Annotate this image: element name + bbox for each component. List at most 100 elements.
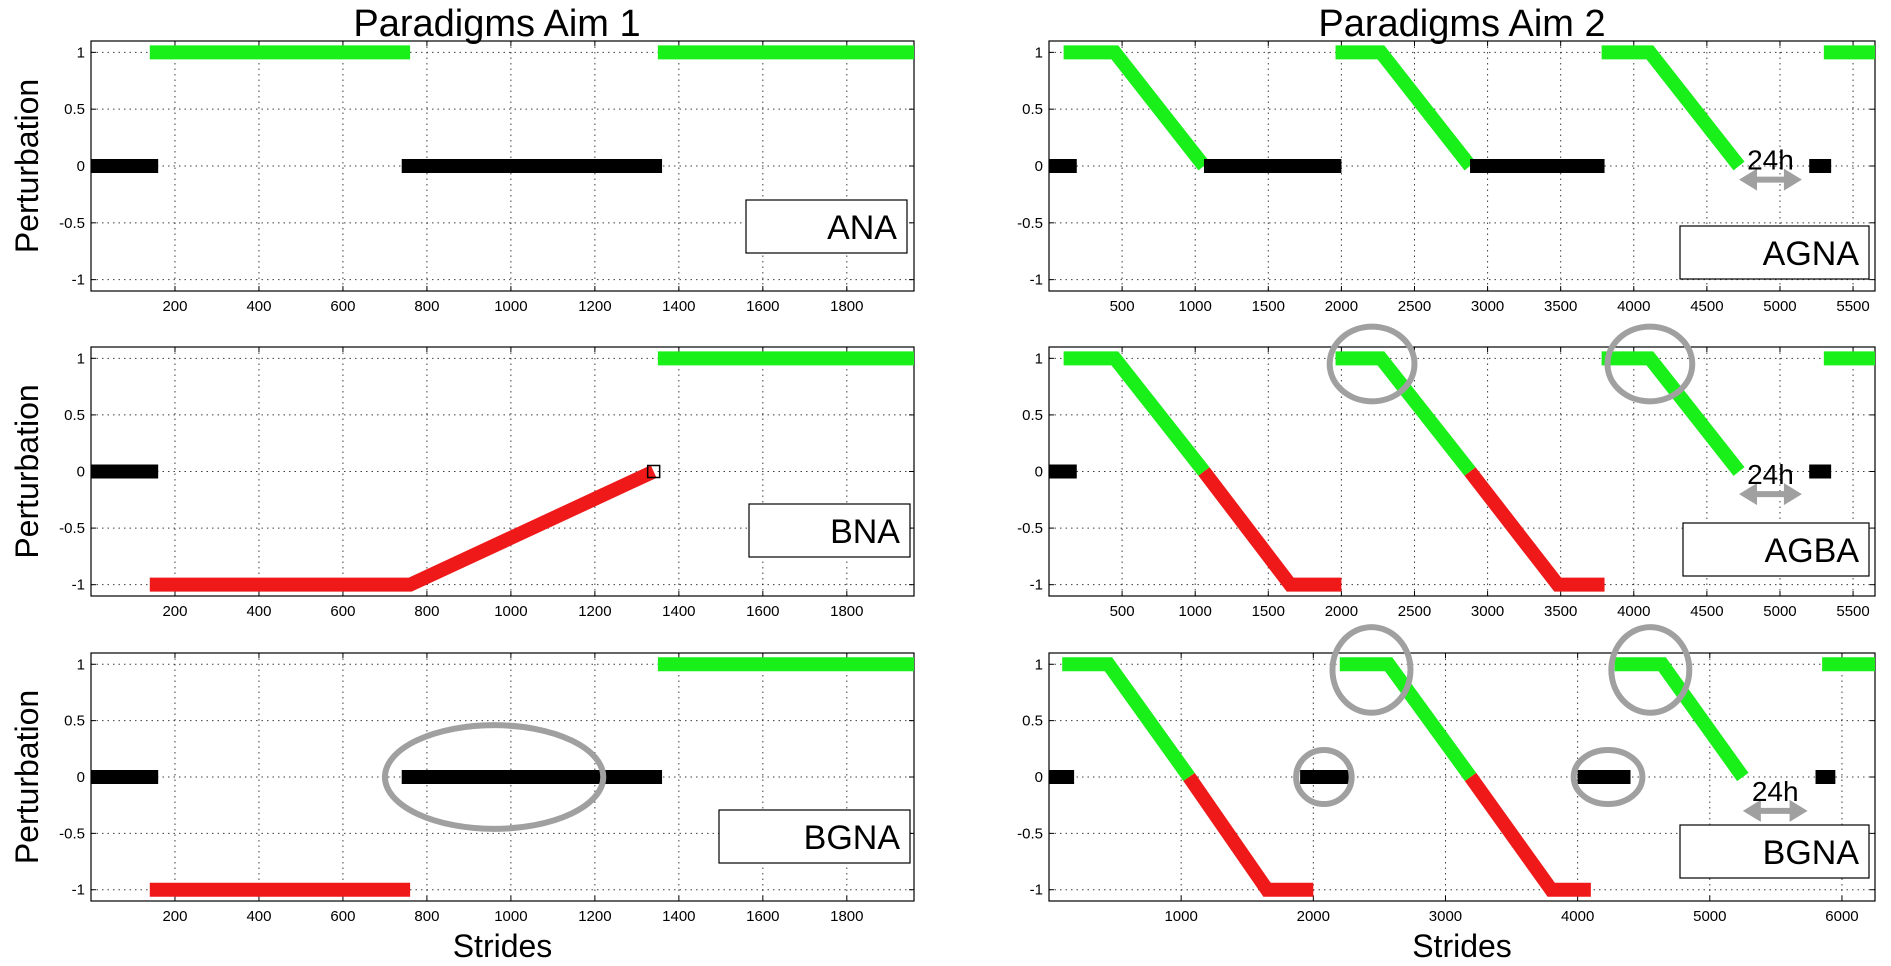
y-tick-label: -0.5: [1017, 825, 1043, 842]
x-tick-label: 800: [414, 908, 439, 925]
y-tick-label: 0.5: [64, 407, 85, 424]
y-tick-label: -1: [72, 272, 85, 289]
column-title-right: Paradigms Aim 2: [1318, 3, 1605, 45]
x-tick-label: 400: [246, 603, 271, 620]
x-tick-label: 600: [330, 298, 355, 315]
x-tick-label: 4000: [1617, 298, 1650, 315]
x-tick-label: 1000: [494, 298, 527, 315]
x-tick-label: 1000: [494, 908, 527, 925]
x-tick-label: 200: [162, 298, 187, 315]
chart-panel-4: 500 1000 1500 2000 2500 3000 3500 4000 4500 5000 5…: [1017, 323, 1876, 620]
x-tick-label: 3000: [1471, 298, 1504, 315]
y-tick-label: 1: [1035, 656, 1043, 673]
x-tick-label: 1200: [578, 908, 611, 925]
chart-panel-1: 200 400 600 800 1000 1200 1400 1600 1800 1 0.5 0 -0.…: [9, 40, 915, 315]
panels-group: 200 400 600 800 1000 1200 1400 1600 180010.50-0.…: [9, 40, 1876, 964]
highlight-ellipse: [1604, 323, 1696, 405]
arrow-head-right: [1783, 168, 1802, 191]
y-tick-label: 0.5: [64, 713, 85, 730]
x-tick-label: 2000: [1325, 298, 1358, 315]
y-tick-label: 0.5: [1022, 101, 1043, 118]
y-tick-label: 0.5: [1022, 713, 1043, 730]
y-tick-label: -1: [1030, 882, 1043, 899]
y-tick-label: -0.5: [59, 825, 85, 842]
y-tick-label: 0.5: [64, 101, 85, 118]
y-tick-label: 0: [1035, 769, 1043, 786]
y-tick-label: 1: [1035, 350, 1043, 367]
chart-panel-2: 500 1000 1500 2000 2500 3000 3500 4000 4500 5000 5…: [1017, 40, 1876, 315]
arrow-head-left: [1742, 799, 1761, 822]
x-tick-label: 200: [162, 908, 187, 925]
y-axis-label: Perturbation: [9, 384, 45, 558]
x-tick-label: 3000: [1471, 603, 1504, 620]
x-tick-label: 1000: [1179, 603, 1212, 620]
x-tick-label: 2000: [1325, 603, 1358, 620]
y-tick-label: 0: [77, 464, 85, 481]
legend-box: [1679, 225, 1870, 280]
y-tick-label: -0.5: [59, 520, 85, 537]
y-tick-label: -1: [72, 577, 85, 594]
x-tick-label: 2000: [1297, 908, 1330, 925]
y-tick-label: 0: [77, 769, 85, 786]
series-line-red: [1183, 773, 1314, 897]
series-line-green: [1063, 45, 1210, 171]
x-tick-label: 5500: [1836, 298, 1869, 315]
column-title-left: Paradigms Aim 1: [353, 3, 640, 45]
x-tick-label: 400: [246, 298, 271, 315]
x-tick-label: 500: [1110, 298, 1135, 315]
x-tick-label: 4000: [1561, 908, 1594, 925]
highlight-ellipse: [1329, 624, 1414, 716]
highlight-ellipse: [1293, 746, 1355, 808]
series-line-green: [1335, 45, 1476, 171]
series-line-green: [1601, 45, 1745, 171]
y-tick-label: -0.5: [1017, 520, 1043, 537]
x-axis-label: Strides: [453, 928, 553, 964]
arrow-head-left: [1739, 483, 1758, 506]
x-tick-label: 6000: [1825, 908, 1858, 925]
series-line-green: [1063, 351, 1210, 476]
legend-box: [745, 199, 908, 254]
x-tick-label: 2500: [1398, 603, 1431, 620]
duration-label: 24h: [1747, 145, 1794, 176]
x-tick-label: 400: [246, 908, 271, 925]
x-tick-label: 1200: [578, 298, 611, 315]
x-tick-label: 1800: [830, 298, 863, 315]
x-tick-label: 1500: [1252, 603, 1285, 620]
x-tick-label: 5000: [1693, 908, 1726, 925]
y-axis-label: Perturbation: [9, 690, 45, 864]
legend-box: [1682, 522, 1870, 577]
y-tick-label: 0: [1035, 464, 1043, 481]
y-axis-label: Perturbation: [9, 79, 45, 253]
y-tick-label: -1: [1030, 272, 1043, 289]
legend-box: [1679, 824, 1870, 879]
x-tick-label: 4000: [1617, 603, 1650, 620]
chart-panel-3: 200 400 600 800 1000 1200 1400 1600 1800 1 0.5 0 -0.…: [9, 346, 915, 620]
x-axis-label: Strides: [1412, 928, 1512, 964]
y-tick-label: 1: [77, 350, 85, 367]
x-tick-label: 600: [330, 603, 355, 620]
x-tick-label: 200: [162, 603, 187, 620]
x-tick-label: 1800: [830, 603, 863, 620]
series-line-green: [1601, 351, 1745, 476]
y-tick-label: 0: [1035, 158, 1043, 175]
legend-label: BGNA: [804, 819, 901, 857]
y-tick-label: 0: [77, 158, 85, 175]
x-tick-label: 3000: [1429, 908, 1462, 925]
x-tick-label: 3500: [1544, 298, 1577, 315]
x-tick-label: 5500: [1836, 603, 1869, 620]
x-tick-label: 1800: [830, 908, 863, 925]
arrow-head-right: [1789, 799, 1808, 822]
chart-panel-6: 1000 2000 3000 4000 5000 6000 1 0.5 0 -0.5 -1 24h BG…: [1017, 624, 1876, 964]
x-tick-label: 1600: [746, 908, 779, 925]
x-tick-label: 4500: [1690, 603, 1723, 620]
series-line-green: [1335, 351, 1476, 476]
x-tick-label: 1000: [1179, 298, 1212, 315]
duration-label: 24h: [1747, 459, 1794, 490]
legend-label: BNA: [830, 513, 900, 551]
y-tick-label: -1: [1030, 577, 1043, 594]
y-tick-label: 1: [77, 44, 85, 61]
legend-label: AGNA: [1763, 235, 1860, 273]
legend-label: AGBA: [1765, 532, 1860, 570]
highlight-ellipse: [1570, 746, 1646, 808]
